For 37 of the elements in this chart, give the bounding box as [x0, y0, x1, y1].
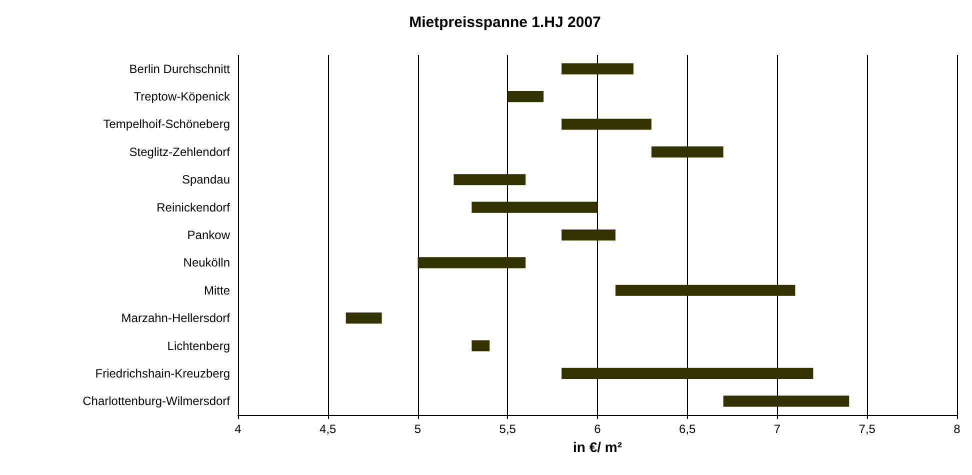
bar	[346, 312, 382, 324]
bar	[454, 174, 526, 186]
x-tick-label: 6	[594, 422, 602, 436]
bar	[651, 146, 724, 158]
x-tick-label: 6,5	[679, 422, 696, 436]
bar	[562, 63, 634, 74]
bar	[723, 396, 850, 407]
y-tick-label: Treptow-Köpenick	[134, 90, 231, 104]
x-tick-label: 7	[774, 422, 781, 436]
y-tick-label: Mitte	[204, 283, 230, 298]
bar	[562, 118, 652, 130]
y-tick-label: Marzahn-Hellersdorf	[121, 311, 231, 326]
bar	[418, 257, 526, 268]
bar	[472, 202, 598, 213]
x-tick-label: 8	[954, 422, 961, 436]
chart-title: Mietpreisspanne 1.HJ 2007	[409, 14, 601, 31]
x-tick-label: 5	[414, 422, 422, 436]
y-tick-label: Lichtenberg	[167, 338, 230, 353]
bar	[472, 340, 490, 352]
bar	[508, 91, 544, 102]
y-tick-label: Pankow	[187, 228, 230, 242]
x-axis-title: in €/ m²	[572, 438, 622, 455]
y-tick-label: Charlottenburg-Wilmersdorf	[82, 394, 231, 408]
bar	[615, 284, 796, 296]
y-tick-label: Tempelhoif-Schöneberg	[103, 117, 230, 132]
bar	[562, 368, 814, 379]
x-tick-label: 5,5	[499, 422, 516, 436]
y-tick-label: Berlin Durchschnitt	[129, 62, 231, 76]
bar	[562, 229, 616, 241]
y-tick-label: Spandau	[182, 172, 230, 187]
x-tick-label: 4	[234, 422, 242, 436]
x-tick-label: 7,5	[858, 422, 876, 436]
y-tick-label: Friedrichshain-Kreuzberg	[95, 366, 230, 380]
y-tick-label: Neukölln	[183, 256, 230, 270]
y-tick-label: Reinickendorf	[156, 200, 231, 214]
x-tick-label: 4,5	[320, 422, 337, 436]
y-tick-label: Steglitz-Zehlendorf	[129, 144, 231, 159]
